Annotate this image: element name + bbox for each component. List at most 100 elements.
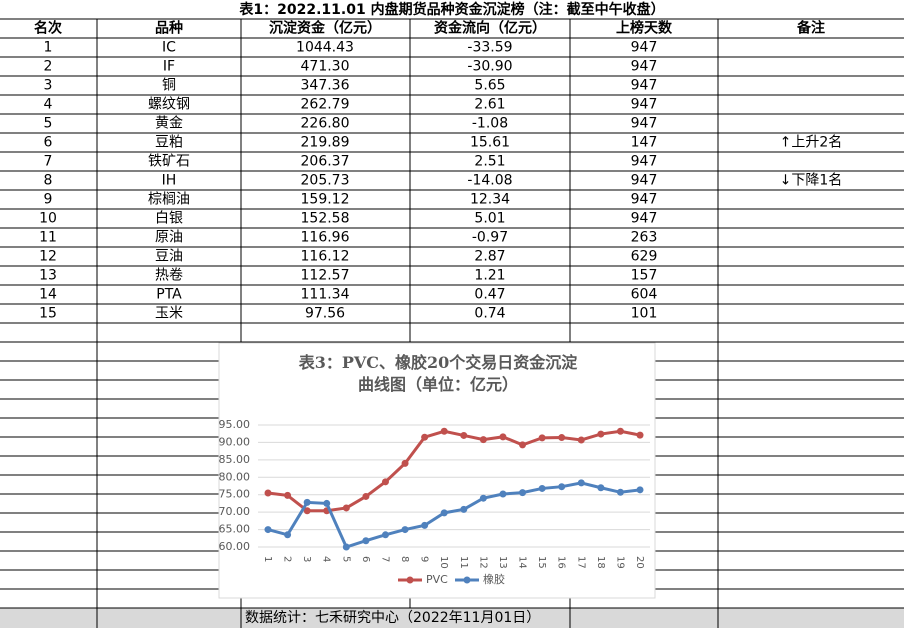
point bbox=[558, 483, 566, 491]
cell: 101 bbox=[631, 306, 658, 322]
cell: 12.34 bbox=[470, 192, 510, 208]
cell: 9 bbox=[44, 192, 53, 208]
cell: 豆油 bbox=[155, 249, 183, 265]
point bbox=[577, 479, 585, 487]
point bbox=[264, 489, 272, 497]
x-tick-label: 2 bbox=[282, 556, 293, 562]
x-tick-label: 14 bbox=[517, 556, 528, 569]
legend-marker bbox=[463, 576, 471, 584]
cell: 豆粕 bbox=[155, 135, 183, 151]
cell: 螺纹钢 bbox=[148, 97, 190, 113]
point bbox=[323, 499, 331, 507]
cell: 206.37 bbox=[301, 154, 350, 170]
cell: 15.61 bbox=[470, 135, 510, 151]
point bbox=[342, 504, 350, 512]
x-tick-label: 16 bbox=[556, 556, 567, 569]
chart-title: 表3：PVC、橡胶20个交易日资金沉淀曲线图（单位：亿元） bbox=[298, 353, 578, 394]
cell: 947 bbox=[631, 116, 658, 132]
cell: 471.30 bbox=[301, 59, 350, 75]
point bbox=[460, 505, 468, 513]
cell: 947 bbox=[631, 40, 658, 56]
header-cell: 沉淀资金（亿元） bbox=[269, 20, 381, 37]
point bbox=[519, 489, 527, 497]
point bbox=[636, 486, 644, 494]
point bbox=[303, 507, 311, 515]
point bbox=[303, 498, 311, 506]
x-tick-label: 11 bbox=[458, 556, 469, 569]
point bbox=[284, 531, 292, 539]
point bbox=[342, 543, 350, 551]
cell: 947 bbox=[631, 59, 658, 75]
cell: 947 bbox=[631, 154, 658, 170]
cell: 116.12 bbox=[301, 249, 350, 265]
cell: ↑上升2名 bbox=[780, 135, 843, 151]
cell: 604 bbox=[631, 287, 658, 303]
cell: PTA bbox=[156, 287, 182, 303]
x-tick-label: 13 bbox=[497, 556, 508, 569]
x-tick-label: 5 bbox=[340, 556, 351, 562]
cell: 14 bbox=[39, 287, 57, 303]
y-tick-label: 65.00 bbox=[219, 523, 251, 536]
x-tick-label: 15 bbox=[536, 556, 547, 569]
cell: 263 bbox=[631, 230, 658, 246]
y-tick-label: 70.00 bbox=[219, 505, 251, 518]
cell: 铜 bbox=[162, 78, 176, 94]
cell: IH bbox=[162, 173, 177, 189]
cell: 玉米 bbox=[155, 306, 183, 322]
cell: 5 bbox=[44, 116, 53, 132]
cell: 4 bbox=[44, 97, 53, 113]
point bbox=[381, 531, 389, 539]
cell: 8 bbox=[44, 173, 53, 189]
legend-label: PVC bbox=[426, 573, 448, 586]
cell: 原油 bbox=[155, 230, 183, 246]
x-tick-label: 6 bbox=[360, 556, 371, 562]
cell: 白银 bbox=[155, 211, 183, 227]
x-tick-label: 12 bbox=[477, 556, 488, 569]
cell: 15 bbox=[39, 306, 57, 322]
point bbox=[538, 434, 546, 442]
point bbox=[558, 434, 566, 442]
point bbox=[519, 441, 527, 449]
footer: 数据统计：七禾研究中心（2022年11月01日） bbox=[245, 610, 540, 626]
point bbox=[401, 459, 409, 467]
point bbox=[401, 526, 409, 534]
point bbox=[381, 478, 389, 486]
cell: 97.56 bbox=[305, 306, 345, 322]
point bbox=[577, 436, 585, 444]
point bbox=[597, 484, 605, 492]
cell: 111.34 bbox=[301, 287, 350, 303]
header-cell: 上榜天数 bbox=[616, 20, 673, 37]
cell: 2.87 bbox=[474, 249, 505, 265]
x-tick-label: 17 bbox=[575, 556, 586, 569]
cell: 116.96 bbox=[301, 230, 350, 246]
x-tick-label: 9 bbox=[419, 556, 430, 562]
header-cell: 品种 bbox=[155, 20, 183, 37]
y-tick-label: 75.00 bbox=[219, 488, 251, 501]
x-tick-label: 20 bbox=[634, 556, 645, 569]
y-tick-label: 85.00 bbox=[219, 453, 251, 466]
cell: 6 bbox=[44, 135, 53, 151]
point bbox=[264, 526, 272, 534]
cell: 205.73 bbox=[301, 173, 350, 189]
cell: 棕榈油 bbox=[148, 192, 190, 208]
point bbox=[597, 430, 605, 438]
x-tick-label: 10 bbox=[438, 556, 449, 569]
x-tick-label: 18 bbox=[595, 556, 606, 569]
cell: -33.59 bbox=[467, 40, 512, 56]
cell: 347.36 bbox=[301, 78, 350, 94]
point bbox=[421, 433, 429, 441]
header-cell: 资金流向（亿元） bbox=[434, 20, 546, 37]
point bbox=[460, 431, 468, 439]
cell: 铁矿石 bbox=[148, 154, 190, 170]
cell: 112.57 bbox=[301, 268, 350, 284]
x-tick-label: 7 bbox=[379, 556, 390, 562]
header-cell: 名次 bbox=[34, 20, 62, 37]
cell: 12 bbox=[39, 249, 57, 265]
cell: 0.74 bbox=[474, 306, 505, 322]
cell: -1.08 bbox=[472, 116, 508, 132]
cell: 947 bbox=[631, 173, 658, 189]
x-tick-label: 4 bbox=[321, 556, 332, 562]
cell: 2.51 bbox=[474, 154, 505, 170]
y-tick-label: 60.00 bbox=[219, 540, 251, 553]
